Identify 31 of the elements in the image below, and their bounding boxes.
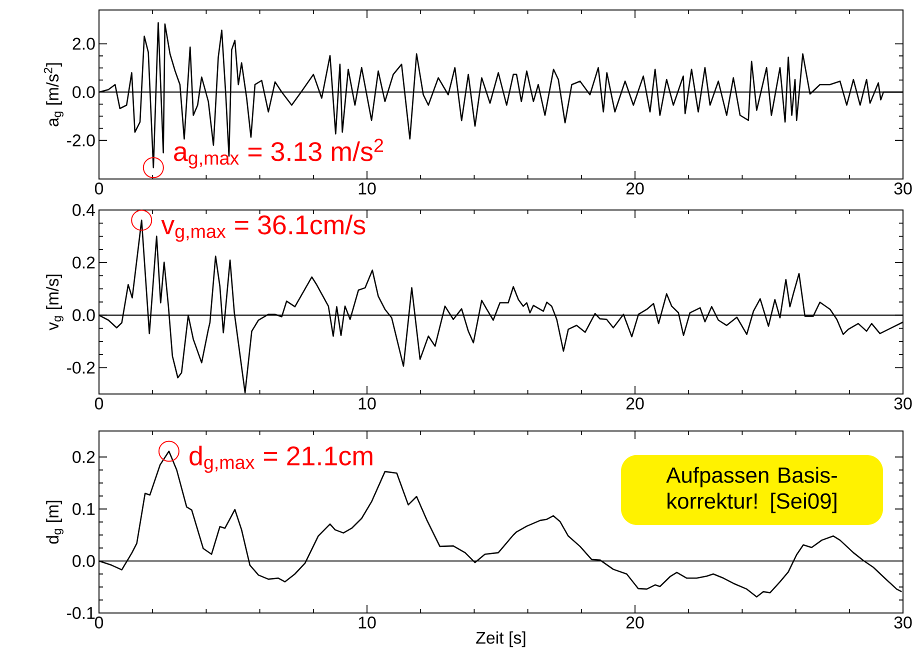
annotation: d$_{g,max}$ = 21.1cm bbox=[190, 446, 372, 473]
y-tick-label: 0.2 bbox=[72, 451, 95, 464]
x-tick-label: 10 bbox=[358, 398, 376, 410]
y-tick-label: 2.0 bbox=[72, 38, 95, 50]
y-axis-title: a$_{g}$ [m/s$^{2}$] bbox=[44, 63, 64, 126]
annotation: Aufpassen Basis-korrektur! [Sei09] bbox=[666, 466, 837, 514]
x-tick-label: 30 bbox=[894, 398, 912, 410]
x-tick-label: 0 bbox=[94, 616, 104, 629]
x-tick-label: 10 bbox=[358, 616, 376, 629]
x-tick-label: 20 bbox=[626, 182, 644, 195]
y-tick-label: 0.2 bbox=[72, 256, 95, 269]
x-tick-label: 20 bbox=[626, 398, 644, 410]
annotation: a$_{g,max}$ = 3.13 m/s$^{2}$ bbox=[174, 138, 383, 169]
y-axis-title: d$_{g}$ [m] bbox=[46, 500, 64, 544]
y-tick-label: 0.0 bbox=[72, 309, 95, 322]
x-tick-label: 30 bbox=[894, 616, 912, 629]
x-tick-label: 30 bbox=[894, 182, 912, 195]
x-tick-label: 20 bbox=[626, 616, 644, 629]
x-axis-title: Zeit [s] bbox=[476, 631, 526, 648]
x-tick-label: 10 bbox=[358, 182, 376, 195]
annotation: v$_{g,max}$ = 36.1cm/s bbox=[161, 214, 366, 242]
y-axis-title: v$_{g}$ [m/s] bbox=[46, 274, 64, 330]
y-tick-label: 0.4 bbox=[72, 204, 95, 216]
y-tick-label: -0.1 bbox=[67, 607, 95, 619]
y-tick-label: 0.0 bbox=[72, 86, 95, 98]
y-tick-label: -0.2 bbox=[67, 362, 95, 374]
x-tick-label: 0 bbox=[94, 398, 104, 410]
y-tick-label: -2.0 bbox=[67, 134, 95, 146]
y-tick-label: 0.1 bbox=[72, 503, 95, 516]
y-tick-label: 0.0 bbox=[72, 555, 95, 567]
x-tick-label: 0 bbox=[94, 182, 104, 195]
